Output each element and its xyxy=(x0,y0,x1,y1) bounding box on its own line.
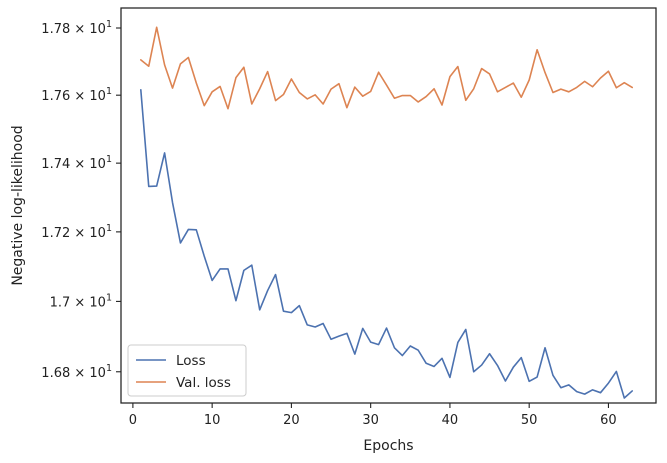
plot-lines xyxy=(140,26,634,399)
plot-frame xyxy=(120,7,657,404)
x-tick-label: 10 xyxy=(204,413,221,428)
series-line-loss xyxy=(140,88,634,399)
x-tick-label: 50 xyxy=(521,413,538,428)
y-tick-label: 1.74 × 101 xyxy=(41,154,112,172)
legend-label-val-loss: Val. loss xyxy=(176,375,231,391)
legend-label-loss: Loss xyxy=(176,353,206,369)
y-axis-label: Negative log-likelihood xyxy=(10,125,26,285)
x-tick-label: 30 xyxy=(362,413,379,428)
series-line-val-loss xyxy=(140,26,634,110)
x-tick-label: 40 xyxy=(442,413,459,428)
legend-box xyxy=(127,344,247,397)
x-tick-label: 20 xyxy=(283,413,300,428)
y-axis-ticks: 1.68 × 101 1.7 × 101 1.72 × 101 1.74 × 101 1… xyxy=(41,19,121,381)
x-axis-ticks: 0 10 20 30 40 50 60 xyxy=(129,403,617,428)
y-tick-label: 1.78 × 101 xyxy=(41,19,112,37)
y-tick-label: 1.76 × 101 xyxy=(41,86,112,104)
y-tick-label: 1.68 × 101 xyxy=(41,363,112,381)
y-tick-label: 1.72 × 101 xyxy=(41,223,112,241)
x-tick-label: 60 xyxy=(600,413,617,428)
y-tick-label: 1.7 × 101 xyxy=(50,292,112,310)
legend: Loss Val. loss xyxy=(127,344,247,397)
x-axis-label: Epochs xyxy=(363,438,413,454)
x-tick-label: 0 xyxy=(129,413,137,428)
